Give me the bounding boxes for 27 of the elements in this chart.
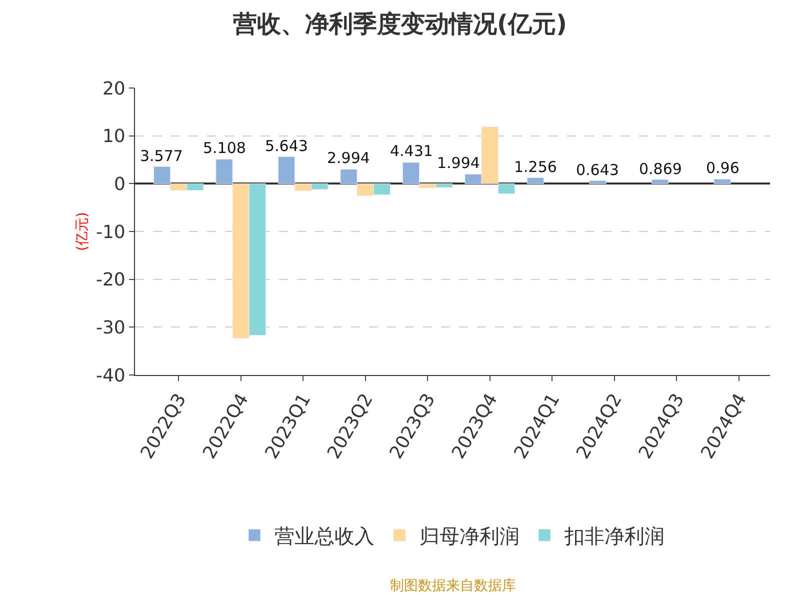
data-label: 1.994: [437, 154, 480, 172]
bar: [714, 178, 731, 184]
data-label: 0.869: [639, 160, 682, 178]
bar: [589, 180, 606, 184]
legend-label: 营业总收入: [274, 524, 374, 548]
chart-title: 营收、净利季度变动情况(亿元): [232, 10, 567, 38]
y-tick-label: -40: [96, 365, 126, 386]
legend-label: 归母净利润: [420, 524, 520, 548]
y-tick-label: 0: [114, 174, 126, 195]
y-tick-label: -20: [96, 270, 126, 291]
text: 制图数据来自数据库: [390, 578, 516, 594]
data-label: 5.108: [203, 139, 246, 157]
y-tick-label: 20: [102, 78, 126, 100]
data-label: 0.96: [706, 159, 740, 177]
data-label: 0.643: [576, 161, 619, 179]
bar: [651, 179, 669, 184]
y-tick-label: -10: [96, 222, 126, 243]
y-tick-label: 10: [102, 126, 126, 148]
y-tick-label: -30: [96, 317, 126, 338]
y-axis-title: (亿元): [74, 212, 91, 251]
data-label: 5.643: [265, 137, 308, 155]
data-label: 4.431: [390, 142, 433, 160]
data-label: 3.577: [140, 147, 183, 165]
bar: [526, 177, 544, 184]
data-label: 2.994: [327, 149, 370, 167]
data-label: 1.256: [514, 158, 557, 176]
legend-label: 扣非净利润: [564, 524, 664, 548]
